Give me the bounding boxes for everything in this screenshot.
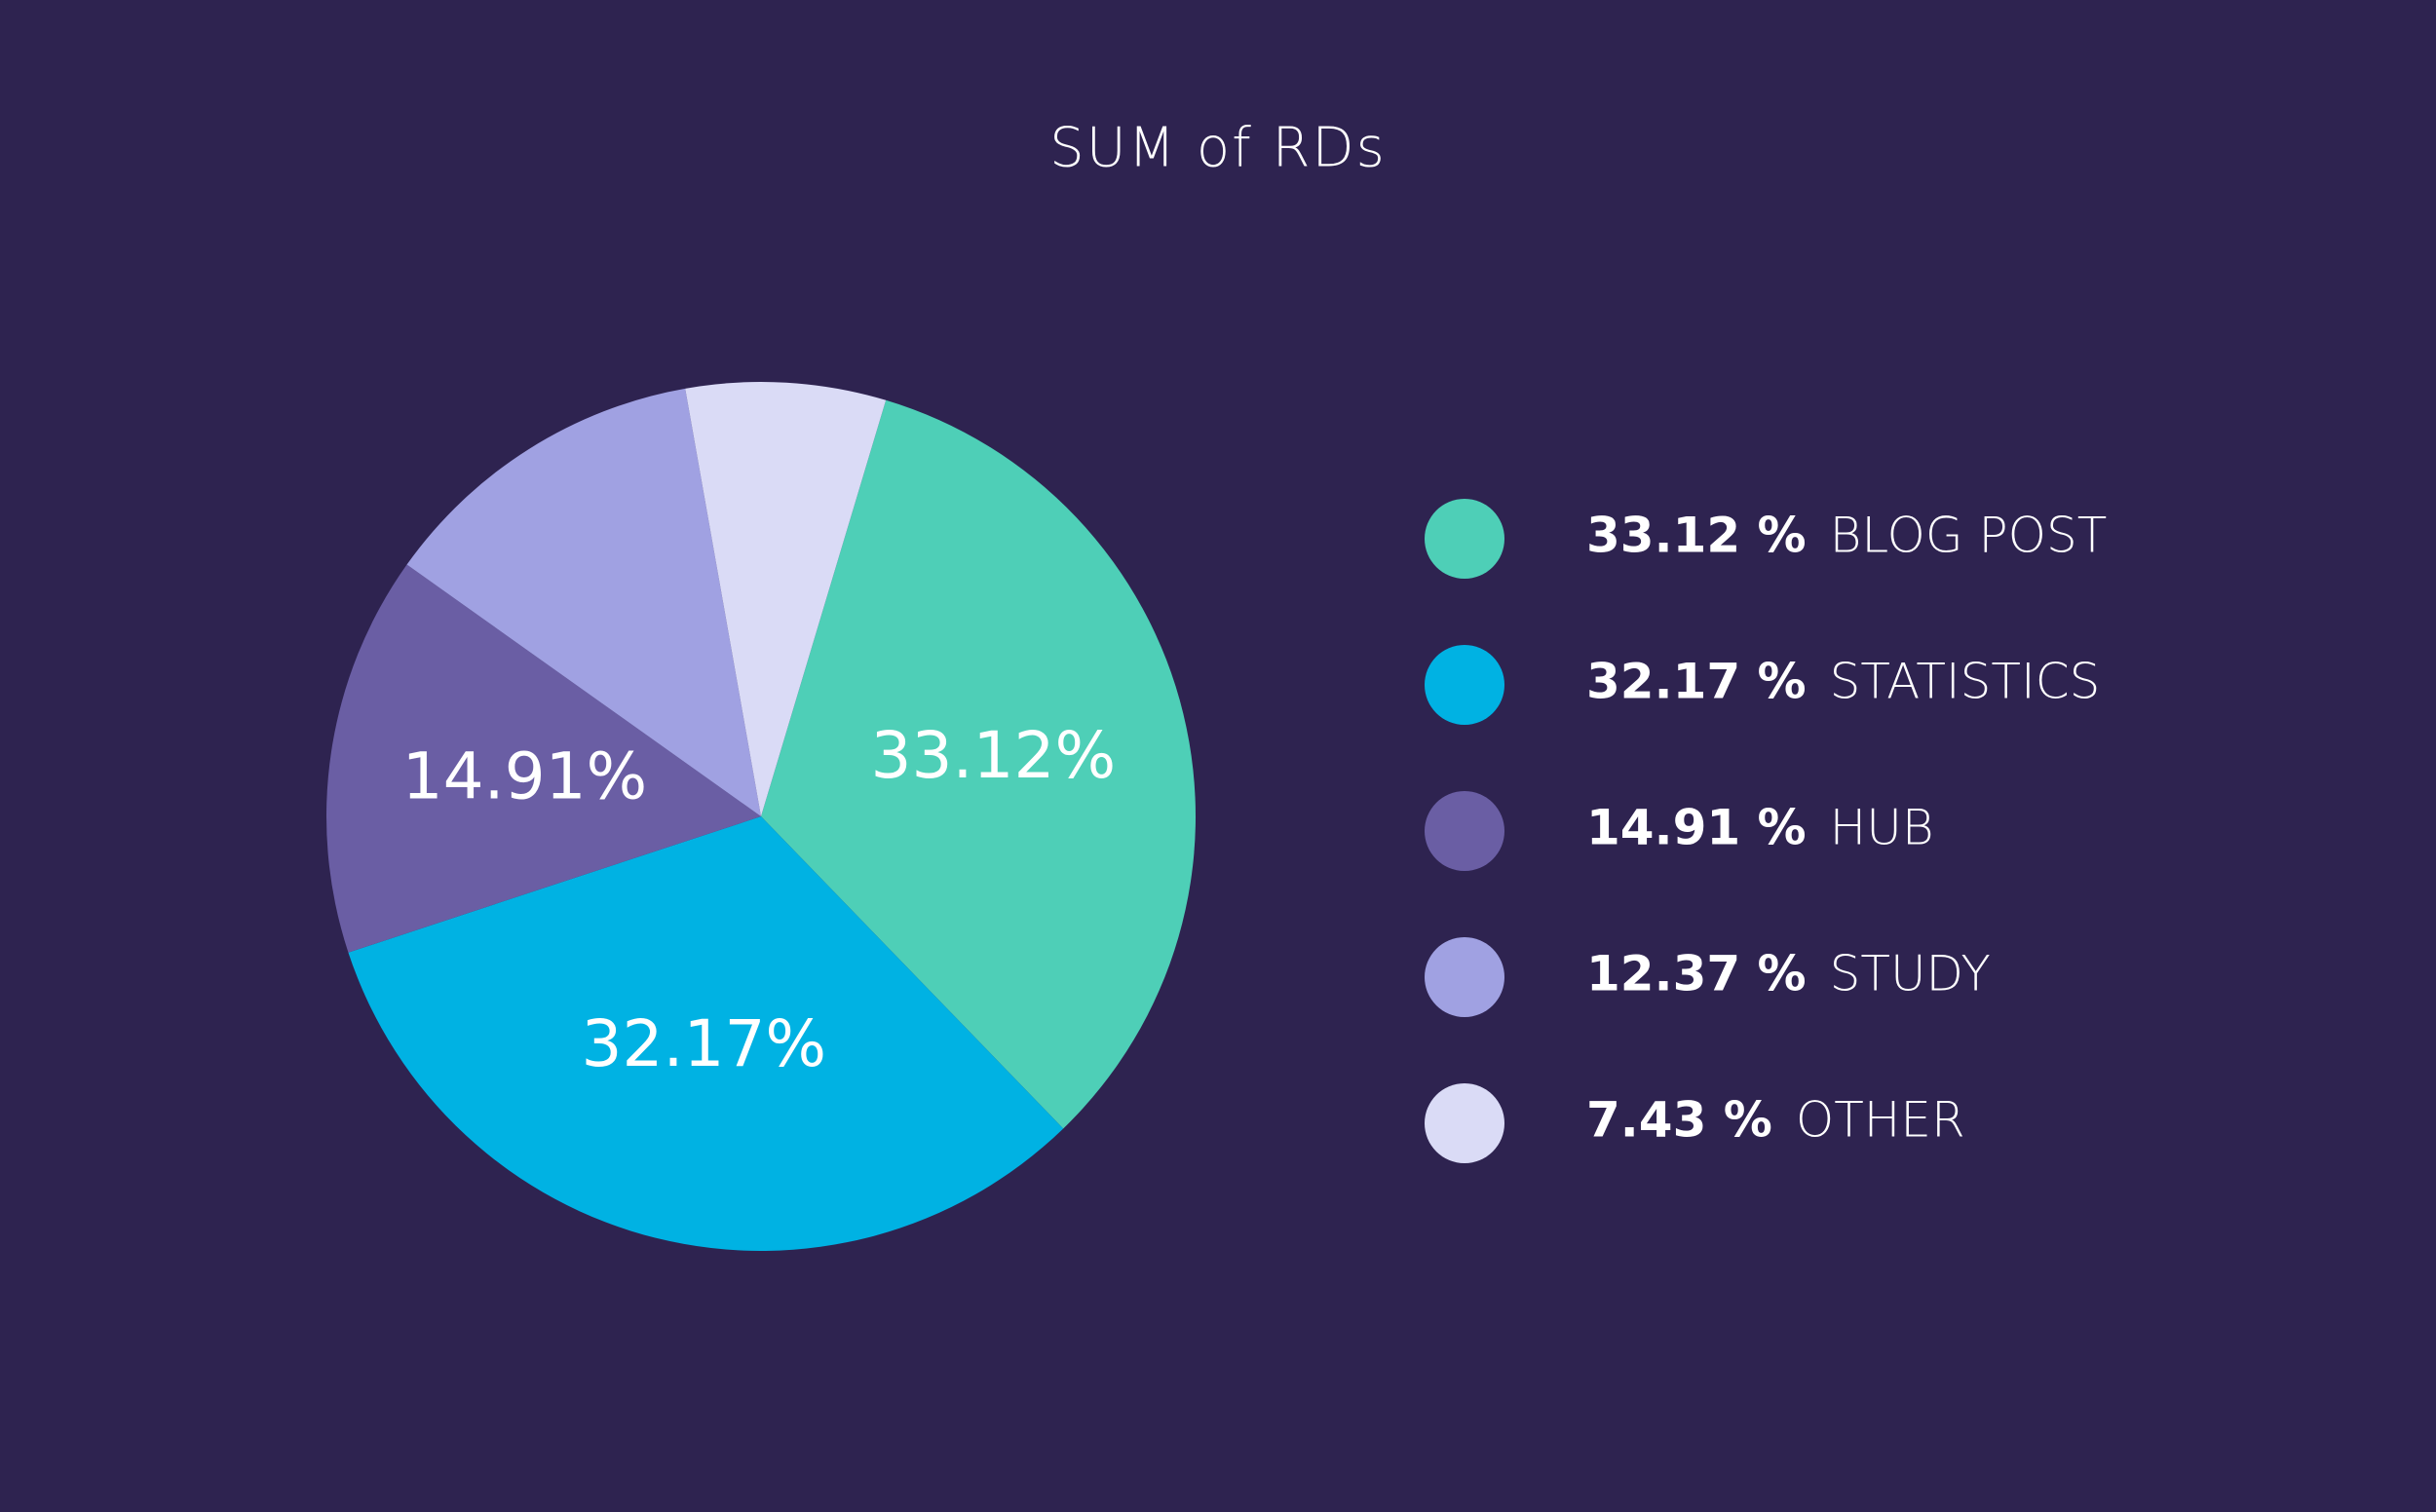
pie-slice [326,564,761,953]
pie-slice [761,399,1196,1129]
legend-swatch [1425,937,1504,1017]
pie-slice [348,816,1064,1251]
legend-label: STUDY [1830,946,1991,1002]
legend-label: STATISTICS [1830,654,2101,710]
pie-slice [406,388,761,816]
slice-label: 14.91% [402,738,648,813]
chart-title: SUM of RDs [1049,116,1387,179]
legend-swatch [1425,1083,1504,1163]
legend-label: OTHER [1796,1092,1965,1149]
legend-swatch [1425,499,1504,579]
pie-slice [685,382,887,816]
slice-label: 32.17% [581,1006,826,1081]
legend-label: BLOG POST [1830,508,2108,564]
legend-value: 12.37 % [1586,946,1807,1002]
legend-value: 32.17 % [1586,654,1807,710]
slice-label: 33.12% [871,718,1117,793]
legend-value: 33.12 % [1586,508,1807,564]
legend-value: 7.43 % [1586,1092,1772,1149]
legend-value: 14.91 % [1586,800,1807,856]
legend-swatch [1425,791,1504,871]
legend-label: HUB [1830,800,1934,856]
legend-swatch [1425,645,1504,725]
